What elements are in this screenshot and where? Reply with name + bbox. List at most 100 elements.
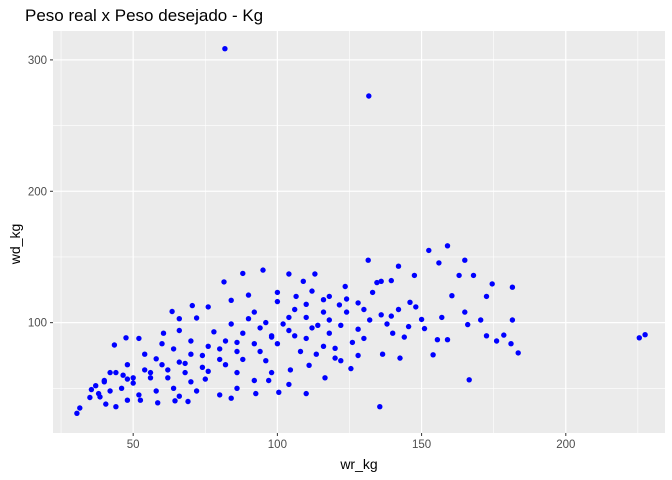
data-point [361, 335, 367, 342]
data-point [205, 304, 211, 310]
data-point [228, 321, 234, 327]
data-point [418, 316, 425, 323]
data-point [326, 330, 332, 336]
data-point [483, 293, 490, 300]
data-point [263, 358, 269, 364]
data-point [234, 348, 240, 355]
data-point [123, 335, 129, 341]
data-point [234, 385, 240, 391]
data-point [478, 317, 484, 323]
data-point [274, 298, 281, 305]
x-tick-label: 100 [268, 439, 287, 451]
data-point [336, 302, 343, 308]
data-point [405, 323, 412, 330]
data-point [217, 356, 223, 363]
data-point [176, 327, 182, 334]
data-point [268, 333, 275, 339]
data-point [320, 297, 327, 303]
data-point [388, 277, 394, 284]
data-point [268, 369, 275, 376]
data-point [401, 334, 407, 340]
x-tick-label: 50 [127, 439, 140, 451]
data-point [434, 337, 441, 343]
data-point [193, 388, 200, 394]
data-point [240, 356, 246, 363]
data-point [322, 375, 328, 381]
data-point [222, 338, 229, 344]
data-point [263, 319, 269, 326]
data-point [169, 308, 175, 315]
data-point [343, 296, 350, 302]
data-point [170, 346, 177, 352]
data-point [176, 393, 182, 399]
data-point [189, 302, 195, 309]
data-point [205, 343, 211, 349]
data-point [286, 271, 292, 277]
data-point [483, 333, 490, 339]
data-point [508, 341, 514, 347]
data-point [436, 260, 442, 266]
data-point [312, 271, 318, 277]
data-point [188, 351, 194, 357]
y-axis-ticks: 100 200 300 [28, 55, 53, 330]
data-point [326, 317, 332, 323]
data-point [390, 330, 396, 336]
data-point [103, 401, 109, 407]
data-point [303, 335, 309, 342]
data-point [287, 367, 294, 373]
data-point [222, 46, 228, 52]
data-point [343, 309, 350, 315]
data-point [300, 278, 306, 284]
data-point [470, 272, 477, 279]
data-point [439, 314, 445, 321]
data-point [147, 375, 154, 381]
y-tick-label: 100 [28, 318, 47, 330]
data-point [182, 369, 188, 376]
data-point [493, 338, 500, 344]
data-point [172, 398, 178, 404]
data-point [107, 388, 113, 394]
data-point [636, 335, 642, 341]
data-points [74, 46, 648, 416]
data-point [320, 309, 327, 315]
data-point [155, 400, 161, 406]
data-point [355, 300, 361, 306]
data-point [142, 351, 148, 357]
data-point [234, 339, 240, 346]
data-point [118, 385, 125, 391]
data-point [365, 257, 371, 263]
data-point [426, 247, 432, 254]
data-point [193, 315, 200, 321]
data-point [286, 381, 292, 388]
data-point [74, 410, 80, 416]
data-point [153, 356, 159, 362]
data-point [221, 279, 227, 285]
data-point [315, 322, 321, 328]
data-point [170, 385, 177, 391]
data-point [378, 278, 384, 284]
data-point [245, 316, 252, 322]
data-point [421, 325, 428, 332]
data-point [113, 369, 119, 376]
data-point [286, 327, 292, 334]
data-point [509, 317, 516, 323]
data-point [185, 398, 191, 405]
data-point [509, 284, 516, 290]
grid-minor [53, 31, 665, 433]
data-point [361, 306, 367, 313]
data-point [342, 283, 348, 290]
data-point [130, 375, 136, 381]
data-point [397, 355, 403, 361]
data-point [153, 388, 159, 394]
data-point [466, 377, 472, 383]
data-point [111, 342, 118, 348]
data-point [348, 365, 354, 372]
data-point [234, 369, 240, 376]
data-point [303, 390, 309, 397]
data-point [188, 338, 194, 344]
grid-major [53, 31, 665, 433]
data-point [303, 314, 309, 321]
data-point [456, 272, 462, 279]
data-point [395, 263, 402, 269]
data-point [124, 376, 131, 382]
